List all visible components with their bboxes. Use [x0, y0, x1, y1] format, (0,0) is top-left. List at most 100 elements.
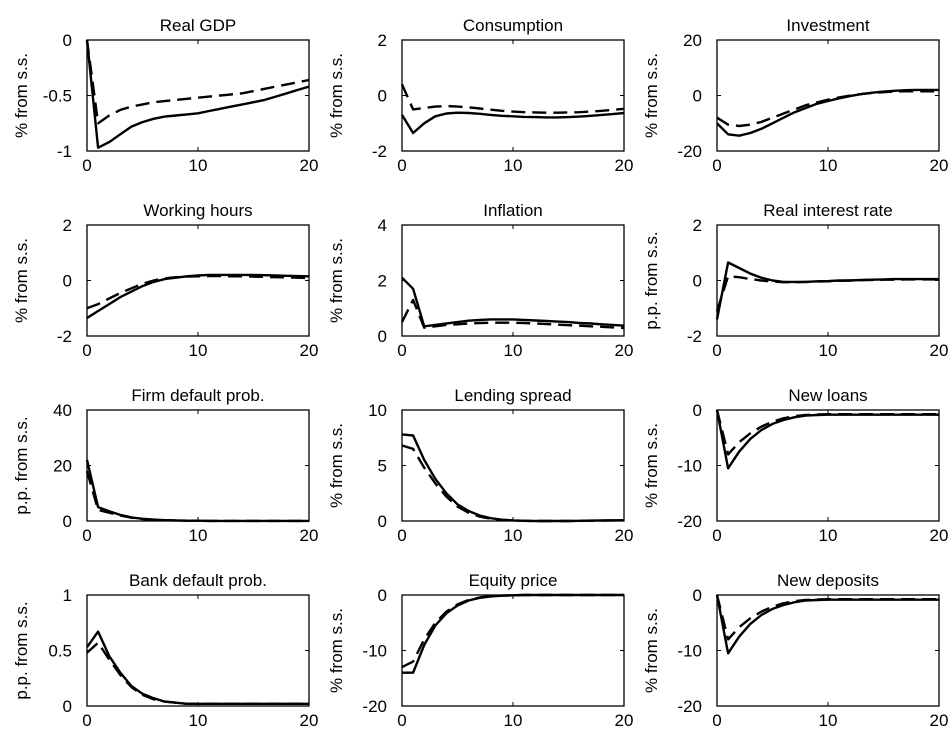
series-dashed-line — [401, 593, 624, 669]
x-tick-label: 20 — [300, 711, 319, 730]
series-solid-line — [401, 276, 625, 328]
y-tick-label: 2 — [63, 216, 72, 235]
axes-frame — [716, 594, 940, 707]
series-solid-line — [715, 409, 939, 470]
axes-frame — [716, 39, 940, 152]
y-axis-label: p.p. from s.s. — [642, 231, 661, 329]
y-tick-label: 0 — [693, 586, 702, 605]
y-tick-label: 0 — [63, 272, 72, 291]
subplot-5: Real interest rate p.p. from s.s. 0 10 20 -2 0… — [642, 201, 948, 360]
axes-frame — [86, 224, 310, 337]
y-tick-label: 5 — [378, 457, 387, 476]
axes-frame — [716, 409, 940, 522]
y-tick-label: 0 — [378, 327, 387, 346]
y-tick-label: -20 — [677, 142, 702, 161]
x-tick-label: 0 — [82, 711, 91, 730]
x-tick-label: 0 — [82, 156, 91, 175]
x-tick-label: 10 — [504, 526, 523, 545]
y-tick-label: 2 — [693, 216, 702, 235]
subplot-title: Bank default prob. — [129, 571, 267, 590]
x-tick-label: 10 — [504, 156, 523, 175]
series-solid-line — [86, 630, 309, 705]
x-tick-label: 20 — [930, 711, 949, 730]
y-tick-label: -10 — [362, 642, 387, 661]
series-solid-line — [400, 111, 625, 135]
subplot-4: Inflation % from s.s. 0 10 20 0 2 4 — [327, 201, 633, 360]
y-tick-label: 0 — [693, 272, 702, 291]
subplot-title: Real interest rate — [763, 201, 892, 220]
series-dashed-line — [716, 90, 939, 128]
series-dashed-line — [86, 641, 309, 705]
x-tick-label: 20 — [615, 341, 634, 360]
series-dashed-line — [400, 83, 625, 114]
series-solid-line — [401, 433, 625, 523]
x-tick-label: 20 — [930, 526, 949, 545]
y-axis-label: p.p. from s.s. — [12, 601, 31, 699]
x-tick-label: 0 — [82, 341, 91, 360]
subplot-9: Bank default prob. p.p. from s.s. 0 10 20 0 0.… — [12, 571, 318, 730]
y-tick-label: 40 — [53, 401, 72, 420]
y-tick-label: 2 — [378, 272, 387, 291]
y-tick-label: -1 — [57, 142, 72, 161]
subplot-1: Consumption % from s.s. 0 10 20 -2 0 2 — [327, 16, 633, 175]
y-tick-label: 0 — [378, 87, 387, 106]
subplot-title: Investment — [786, 16, 869, 35]
y-axis-label: % from s.s. — [642, 53, 661, 138]
y-tick-label: 0 — [693, 401, 702, 420]
x-tick-label: 20 — [930, 156, 949, 175]
x-tick-label: 0 — [712, 526, 721, 545]
x-tick-label: 10 — [819, 156, 838, 175]
y-tick-label: -20 — [677, 697, 702, 716]
x-tick-label: 0 — [397, 341, 406, 360]
x-tick-label: 10 — [819, 341, 838, 360]
x-tick-label: 0 — [397, 156, 406, 175]
y-axis-label: % from s.s. — [327, 238, 346, 323]
y-tick-label: -20 — [677, 512, 702, 531]
subplot-title: Consumption — [463, 16, 563, 35]
y-axis-label: % from s.s. — [12, 53, 31, 138]
y-tick-label: -0.5 — [43, 87, 72, 106]
subplot-8: New loans % from s.s. 0 10 20 -20 -10 0 — [642, 386, 948, 545]
y-tick-label: 0.5 — [48, 642, 72, 661]
series-dashed-line — [401, 444, 625, 523]
y-tick-label: 10 — [368, 401, 387, 420]
subplot-title: Real GDP — [160, 16, 237, 35]
y-axis-label: % from s.s. — [327, 53, 346, 138]
y-tick-label: 0 — [378, 512, 387, 531]
subplot-6: Firm default prob. p.p. from s.s. 0 10 20 0 20… — [12, 386, 318, 545]
y-tick-label: -2 — [687, 327, 702, 346]
axes-frame — [401, 39, 625, 152]
y-axis-label: p.p. from s.s. — [12, 416, 31, 514]
x-tick-label: 20 — [300, 341, 319, 360]
y-tick-label: 4 — [378, 216, 387, 235]
y-tick-label: 0 — [63, 697, 72, 716]
y-tick-label: 0 — [63, 512, 72, 531]
subplot-title: New loans — [788, 386, 867, 405]
x-tick-label: 10 — [189, 711, 208, 730]
y-tick-label: -2 — [372, 142, 387, 161]
x-tick-label: 10 — [819, 711, 838, 730]
series-dashed-line — [715, 409, 939, 456]
x-tick-label: 0 — [82, 526, 91, 545]
y-tick-label: -10 — [677, 642, 702, 661]
y-tick-label: 0 — [693, 87, 702, 106]
x-tick-label: 10 — [504, 711, 523, 730]
subplot-title: Working hours — [143, 201, 252, 220]
series-dashed-line — [86, 274, 310, 310]
subplot-title: Lending spread — [454, 386, 571, 405]
x-tick-label: 0 — [397, 711, 406, 730]
y-tick-label: 1 — [63, 586, 72, 605]
subplot-10: Equity price % from s.s. 0 10 20 -20 -10 0 — [327, 571, 633, 730]
series-dashed-line — [85, 39, 310, 125]
series-solid-line — [715, 594, 939, 655]
subplot-0: Real GDP % from s.s. 0 10 20 -1 -0.5 0 — [12, 16, 318, 175]
x-tick-label: 20 — [615, 526, 634, 545]
subplot-title: Equity price — [469, 571, 558, 590]
y-axis-label: % from s.s. — [327, 608, 346, 693]
series-solid-line — [85, 459, 309, 523]
x-tick-label: 10 — [189, 526, 208, 545]
subplot-3: Working hours % from s.s. 0 10 20 -2 0 2 — [12, 201, 318, 360]
x-tick-label: 20 — [300, 156, 319, 175]
x-tick-label: 0 — [712, 341, 721, 360]
